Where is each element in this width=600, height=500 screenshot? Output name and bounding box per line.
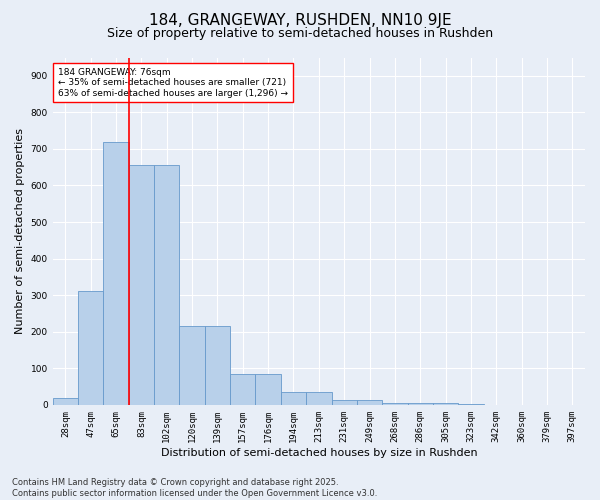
Bar: [205, 326, 230, 405]
Bar: [78, 292, 103, 405]
Bar: [306, 392, 332, 405]
Text: Size of property relative to semi-detached houses in Rushden: Size of property relative to semi-detach…: [107, 28, 493, 40]
Bar: [458, 404, 484, 405]
Bar: [332, 400, 357, 405]
Bar: [53, 398, 78, 405]
Bar: [154, 166, 179, 405]
Text: 184 GRANGEWAY: 76sqm
← 35% of semi-detached houses are smaller (721)
63% of semi: 184 GRANGEWAY: 76sqm ← 35% of semi-detac…: [58, 68, 288, 98]
Bar: [281, 392, 306, 405]
Bar: [256, 374, 281, 405]
Bar: [433, 403, 458, 405]
Y-axis label: Number of semi-detached properties: Number of semi-detached properties: [15, 128, 25, 334]
Bar: [407, 403, 433, 405]
Bar: [103, 142, 129, 405]
Bar: [357, 400, 382, 405]
Text: Contains HM Land Registry data © Crown copyright and database right 2025.
Contai: Contains HM Land Registry data © Crown c…: [12, 478, 377, 498]
Bar: [129, 166, 154, 405]
Bar: [230, 374, 256, 405]
Bar: [382, 403, 407, 405]
Bar: [179, 326, 205, 405]
X-axis label: Distribution of semi-detached houses by size in Rushden: Distribution of semi-detached houses by …: [161, 448, 477, 458]
Text: 184, GRANGEWAY, RUSHDEN, NN10 9JE: 184, GRANGEWAY, RUSHDEN, NN10 9JE: [149, 12, 451, 28]
